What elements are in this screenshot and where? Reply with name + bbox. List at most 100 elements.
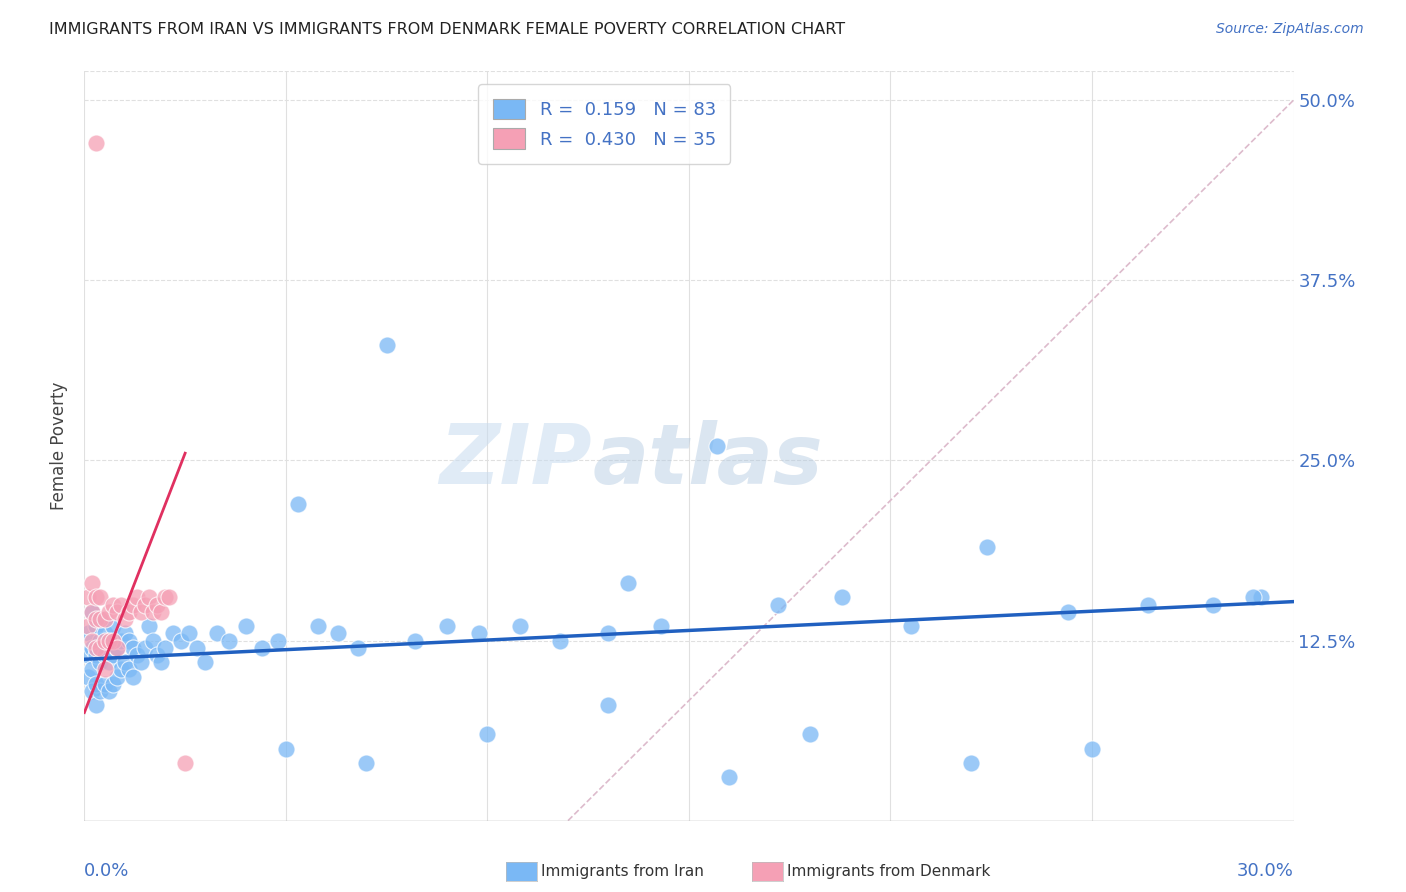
Point (82, 605, 104, 619)
Point (274, 741, 297, 756)
Point (89, 633, 111, 648)
Point (129, 605, 152, 619)
Point (86, 619, 108, 633)
Point (146, 648, 169, 662)
Point (77, 648, 100, 662)
Text: IMMIGRANTS FROM IRAN VS IMMIGRANTS FROM DENMARK FEMALE POVERTY CORRELATION CHART: IMMIGRANTS FROM IRAN VS IMMIGRANTS FROM … (49, 22, 845, 37)
Point (436, 619, 458, 633)
Point (82, 662, 104, 676)
Point (146, 598, 169, 612)
Point (1202, 598, 1225, 612)
Text: Source: ZipAtlas.com: Source: ZipAtlas.com (1216, 22, 1364, 37)
Point (89, 684, 111, 698)
Point (105, 640, 128, 655)
Point (170, 633, 193, 648)
Point (89, 655, 111, 669)
Point (82, 684, 104, 698)
Point (86, 591, 108, 605)
Point (93, 633, 115, 648)
Y-axis label: Female Poverty: Female Poverty (51, 382, 69, 510)
Point (121, 598, 143, 612)
Point (157, 591, 180, 605)
Point (110, 633, 132, 648)
Point (598, 626, 620, 640)
Point (976, 540, 998, 554)
Point (110, 662, 132, 676)
Point (1137, 598, 1160, 612)
Point (766, 598, 789, 612)
Text: ZIP: ZIP (440, 420, 592, 501)
Point (118, 662, 141, 676)
Point (267, 633, 290, 648)
Point (89, 591, 111, 605)
Point (347, 640, 370, 655)
Point (114, 626, 136, 640)
Point (118, 633, 141, 648)
Point (89, 640, 111, 655)
Point (86, 640, 108, 655)
Point (1081, 741, 1104, 756)
Point (93, 626, 115, 640)
Point (121, 640, 143, 655)
Text: Immigrants from Iran: Immigrants from Iran (541, 864, 704, 879)
Point (149, 655, 172, 669)
Text: Immigrants from Denmark: Immigrants from Denmark (787, 864, 991, 879)
Point (134, 598, 156, 612)
Point (138, 619, 160, 633)
Text: 30.0%: 30.0% (1237, 862, 1294, 880)
Point (142, 633, 165, 648)
Point (97, 605, 120, 619)
Point (328, 626, 350, 640)
Legend: R =  0.159   N = 83, R =  0.430   N = 35: R = 0.159 N = 83, R = 0.430 N = 35 (478, 84, 730, 164)
Point (77, 591, 100, 605)
Point (548, 633, 571, 648)
Point (125, 591, 148, 605)
Point (468, 626, 491, 640)
Point (118, 605, 141, 619)
Point (101, 648, 124, 662)
Point (105, 640, 128, 655)
Point (307, 619, 329, 633)
Point (375, 338, 398, 352)
Point (218, 633, 240, 648)
Point (97, 655, 120, 669)
Point (93, 662, 115, 676)
Text: atlas: atlas (592, 420, 823, 501)
Point (134, 640, 156, 655)
Point (153, 591, 176, 605)
Point (799, 727, 821, 741)
Point (153, 640, 176, 655)
Point (97, 633, 120, 648)
Point (101, 633, 124, 648)
Point (86, 648, 108, 662)
Point (1241, 591, 1264, 605)
Point (186, 640, 208, 655)
Text: 0.0%: 0.0% (84, 862, 129, 880)
Point (162, 626, 184, 640)
Point (114, 655, 136, 669)
Point (101, 677, 124, 691)
Point (105, 605, 128, 619)
Point (82, 575, 104, 590)
Point (89, 612, 111, 626)
Point (89, 612, 111, 626)
Point (138, 591, 160, 605)
Point (125, 648, 148, 662)
Point (121, 669, 143, 683)
Point (77, 669, 100, 683)
Point (174, 756, 197, 770)
Point (900, 619, 922, 633)
Point (86, 677, 108, 691)
Point (110, 598, 132, 612)
Point (509, 619, 531, 633)
Point (598, 698, 620, 713)
Point (179, 626, 201, 640)
Point (105, 669, 128, 683)
Point (129, 655, 152, 669)
Point (250, 640, 273, 655)
Point (97, 633, 120, 648)
Point (77, 626, 100, 640)
Point (86, 612, 108, 626)
Point (287, 497, 309, 511)
Point (831, 591, 853, 605)
